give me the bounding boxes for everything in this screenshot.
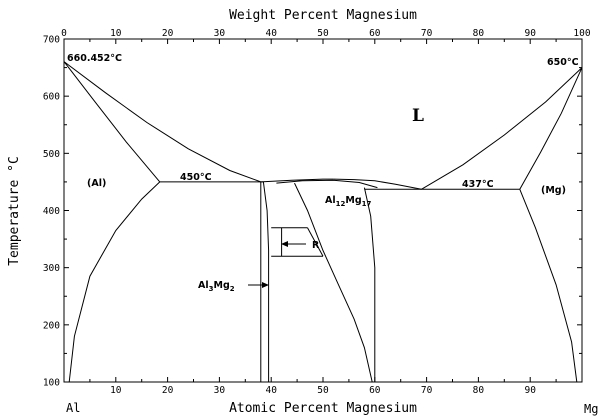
bottom-tick-label: 50 bbox=[317, 385, 329, 396]
svg-text:650°C: 650°C bbox=[547, 57, 579, 68]
bottom-tick-label: 80 bbox=[473, 385, 485, 396]
al-phase-label: (Al) bbox=[87, 178, 106, 189]
plot-frame bbox=[63, 38, 583, 383]
annotation-mg-melting: 650°C bbox=[547, 57, 579, 68]
top-tick-label: 60 bbox=[369, 28, 381, 39]
al3mg2-b-sub: 2 bbox=[230, 285, 235, 293]
bottom-tick-label: 70 bbox=[421, 385, 433, 396]
corner-label-al: Al bbox=[66, 401, 80, 415]
top-tick-label: 0 bbox=[61, 28, 67, 39]
al3mg2-a-sub: 3 bbox=[209, 285, 214, 293]
liquidus-mid-2 bbox=[333, 178, 422, 190]
al12mg17-label: Al12Mg17 bbox=[325, 195, 371, 208]
phase-boundaries bbox=[63, 61, 583, 383]
al-melting-unit: °C bbox=[110, 53, 122, 64]
svg-text:437°C: 437°C bbox=[462, 179, 494, 190]
y-tick-label: 400 bbox=[43, 206, 60, 217]
y-axis-title: Temperature °C bbox=[7, 156, 22, 266]
annotation-al-melting: 660.452°C bbox=[67, 53, 122, 64]
liquidus-mid-1 bbox=[260, 178, 334, 183]
al12mg17-b-sub: 17 bbox=[362, 200, 372, 208]
r-phase-label: R bbox=[312, 240, 320, 251]
top-tick-label: 20 bbox=[162, 28, 174, 39]
bottom-tick-label: 10 bbox=[110, 385, 122, 396]
al12mg17-solidus-upper bbox=[276, 179, 378, 189]
top-tick-label: 100 bbox=[573, 28, 590, 39]
eutectic-left-value: 450 bbox=[180, 172, 200, 183]
al12mg17-left-boundary bbox=[294, 182, 373, 383]
al12mg17-b: Mg bbox=[345, 195, 361, 206]
eutectic-left-unit: °C bbox=[200, 172, 212, 183]
top-tick-label: 90 bbox=[524, 28, 536, 39]
al-melting-value: 660.452 bbox=[67, 53, 110, 64]
y-tick-label: 700 bbox=[43, 35, 60, 46]
al12mg17-a: Al bbox=[325, 195, 336, 206]
top-tick-label: 80 bbox=[473, 28, 485, 39]
y-tick-label: 100 bbox=[43, 378, 60, 389]
axis-ticks: 10 20 30 40 50 60 70 80 90 0 10 20 30 40 50 60 70 80 90 100… bbox=[43, 28, 591, 396]
mg-melting-value: 650 bbox=[547, 57, 567, 68]
bottom-tick-label: 30 bbox=[214, 385, 226, 396]
svg-text:660.452°C: 660.452°C bbox=[67, 53, 122, 64]
r-phase-arrow bbox=[281, 241, 306, 247]
top-tick-label: 10 bbox=[110, 28, 122, 39]
mg-phase-label: (Mg) bbox=[541, 185, 566, 196]
liquidus-mg-side bbox=[421, 67, 583, 190]
solvus-al-side bbox=[68, 181, 161, 383]
svg-text:Al12Mg17: Al12Mg17 bbox=[325, 195, 371, 208]
al3mg2-right bbox=[262, 181, 270, 382]
al12mg17-right-boundary bbox=[363, 187, 376, 382]
liquidus-al-side bbox=[63, 61, 261, 183]
svg-text:450°C: 450°C bbox=[180, 172, 212, 183]
solidus-al-side bbox=[63, 61, 161, 183]
al3mg2-arrow bbox=[248, 282, 269, 288]
top-tick-label: 30 bbox=[214, 28, 226, 39]
r-phase-box-right bbox=[307, 227, 324, 257]
bottom-tick-label: 60 bbox=[369, 385, 381, 396]
eutectic-right-value: 437 bbox=[462, 179, 482, 190]
bottom-tick-label: 40 bbox=[265, 385, 277, 396]
solidus-mg-side bbox=[519, 67, 583, 190]
y-tick-label: 500 bbox=[43, 149, 60, 160]
al12mg17-a-sub: 12 bbox=[336, 200, 346, 208]
bottom-tick-label: 20 bbox=[162, 385, 174, 396]
solvus-mg-side bbox=[519, 189, 578, 383]
annotation-eutectic-right: 437°C bbox=[462, 179, 494, 190]
y-tick-label: 200 bbox=[43, 320, 60, 331]
corner-label-mg: Mg bbox=[584, 402, 598, 416]
al3mg2-b: Mg bbox=[213, 280, 229, 291]
top-tick-label: 50 bbox=[317, 28, 329, 39]
y-tick-label: 600 bbox=[43, 92, 60, 103]
liquid-label: L bbox=[412, 106, 424, 126]
top-tick-label: 40 bbox=[265, 28, 277, 39]
al3mg2-label: Al3Mg2 bbox=[198, 280, 235, 293]
eutectic-right-unit: °C bbox=[482, 179, 494, 190]
annotation-eutectic-left: 450°C bbox=[180, 172, 212, 183]
svg-text:Al3Mg2: Al3Mg2 bbox=[198, 280, 235, 293]
al3mg2-a: Al bbox=[198, 280, 209, 291]
bottom-axis-title: Atomic Percent Magnesium bbox=[229, 401, 417, 416]
top-axis-title: Weight Percent Magnesium bbox=[229, 8, 417, 23]
bottom-tick-label: 90 bbox=[524, 385, 536, 396]
y-tick-label: 300 bbox=[43, 263, 60, 274]
top-tick-label: 70 bbox=[421, 28, 433, 39]
mg-melting-unit: °C bbox=[567, 57, 579, 68]
